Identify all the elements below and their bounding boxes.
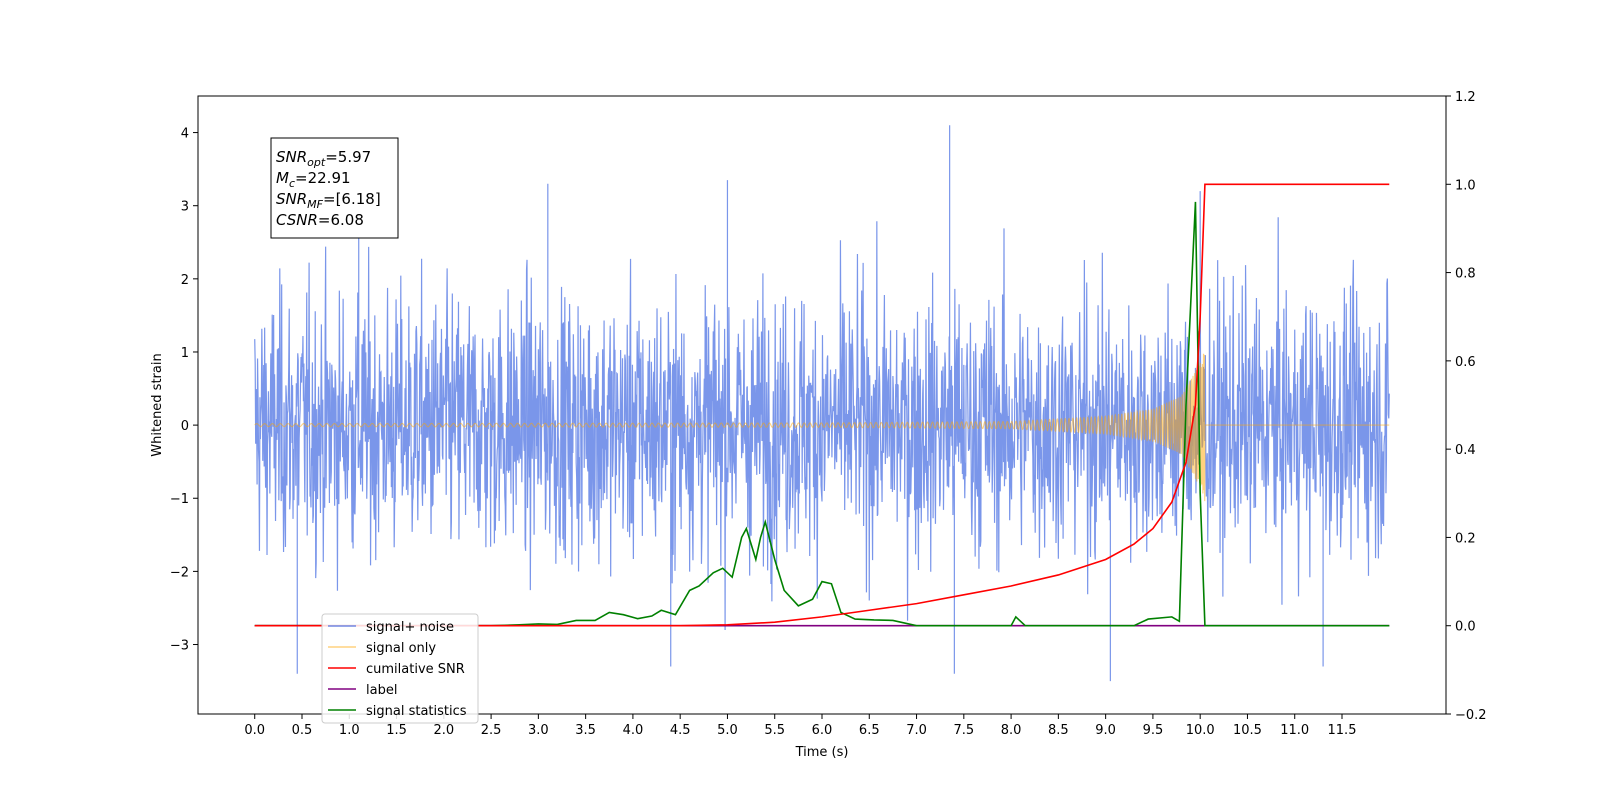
y2-tick-label: 0.2 xyxy=(1455,531,1476,546)
y-axis-left: 4 3 2 1 0 −1 −2 −3 xyxy=(170,127,198,654)
y2-tick-label: 0.4 xyxy=(1455,443,1476,458)
legend-label: cumilative SNR xyxy=(366,662,465,677)
x-tick-label: 8.0 xyxy=(1001,723,1022,738)
x-tick-label: 1.0 xyxy=(339,723,360,738)
x-tick-label: 5.0 xyxy=(717,723,738,738)
legend-label: label xyxy=(366,683,397,698)
y-tick-label: 4 xyxy=(181,127,189,142)
stats-line: CSNR=6.08 xyxy=(276,211,364,229)
x-axis: 0.0 0.5 1.0 1.5 2.0 2.5 3.0 3.5 4.0 4.5 5.0 5.5 6.0 6… xyxy=(244,714,1356,738)
x-tick-label: 11.5 xyxy=(1328,723,1357,738)
stats-line: SNRopt=5.97 xyxy=(276,148,371,169)
x-tick-label: 5.5 xyxy=(764,723,785,738)
y2-tick-label: 0.8 xyxy=(1455,267,1476,282)
stats-line: SNRMF=[6.18] xyxy=(276,190,381,211)
y-tick-label: −3 xyxy=(170,639,189,654)
x-tick-label: 0.0 xyxy=(244,723,265,738)
x-tick-label: 7.0 xyxy=(906,723,927,738)
series-line-signal-noise xyxy=(254,125,1390,682)
x-tick-label: 6.0 xyxy=(812,723,833,738)
legend: signal+ noise signal only cumilative SNR la… xyxy=(321,613,479,724)
x-tick-label: 0.5 xyxy=(292,723,313,738)
legend-label: signal statistics xyxy=(366,704,467,719)
legend-label: signal+ noise xyxy=(366,620,454,635)
y-tick-label: −2 xyxy=(170,565,189,580)
x-tick-label: 7.5 xyxy=(953,723,974,738)
x-tick-label: 10.0 xyxy=(1186,723,1215,738)
x-tick-label: 11.0 xyxy=(1280,723,1309,738)
legend-frame xyxy=(321,613,479,724)
y-tick-label: 1 xyxy=(181,346,189,361)
x-tick-label: 10.5 xyxy=(1233,723,1262,738)
legend-label: signal only xyxy=(366,641,436,656)
x-tick-label: 2.5 xyxy=(481,723,502,738)
y2-tick-label: 0.6 xyxy=(1455,355,1476,370)
series-line-signal-only xyxy=(254,353,1390,502)
stats-box-frame xyxy=(270,137,399,239)
y-tick-label: 3 xyxy=(181,200,189,215)
series-line-cumulative-snr xyxy=(254,183,1390,627)
series-line-signal-statistics xyxy=(254,201,1390,627)
x-axis-label: Time (s) xyxy=(795,745,849,760)
x-tick-label: 8.5 xyxy=(1048,723,1069,738)
y2-tick-label: 1.2 xyxy=(1455,90,1476,105)
x-tick-label: 6.5 xyxy=(859,723,880,738)
x-tick-label: 9.5 xyxy=(1143,723,1164,738)
y-tick-label: 2 xyxy=(181,273,189,288)
x-tick-label: 3.0 xyxy=(528,723,549,738)
x-tick-label: 9.0 xyxy=(1095,723,1116,738)
x-tick-label: 3.5 xyxy=(575,723,596,738)
x-tick-label: 2.0 xyxy=(433,723,454,738)
x-tick-label: 4.5 xyxy=(670,723,691,738)
plot-area xyxy=(254,125,1390,682)
y-tick-label: 0 xyxy=(181,419,189,434)
y-axis-right: 1.2 1.0 0.8 0.6 0.4 0.2 0.0 −0.2 xyxy=(1446,90,1487,723)
stats-line: Mc=22.91 xyxy=(276,169,351,190)
y2-tick-label: 1.0 xyxy=(1455,178,1476,193)
y-axis-label: Whitened strain xyxy=(150,353,165,456)
x-tick-label: 4.0 xyxy=(623,723,644,738)
y2-tick-label: 0.0 xyxy=(1455,620,1476,635)
y-tick-label: −1 xyxy=(170,492,189,507)
x-tick-label: 1.5 xyxy=(386,723,407,738)
y2-tick-label: −0.2 xyxy=(1455,708,1487,723)
